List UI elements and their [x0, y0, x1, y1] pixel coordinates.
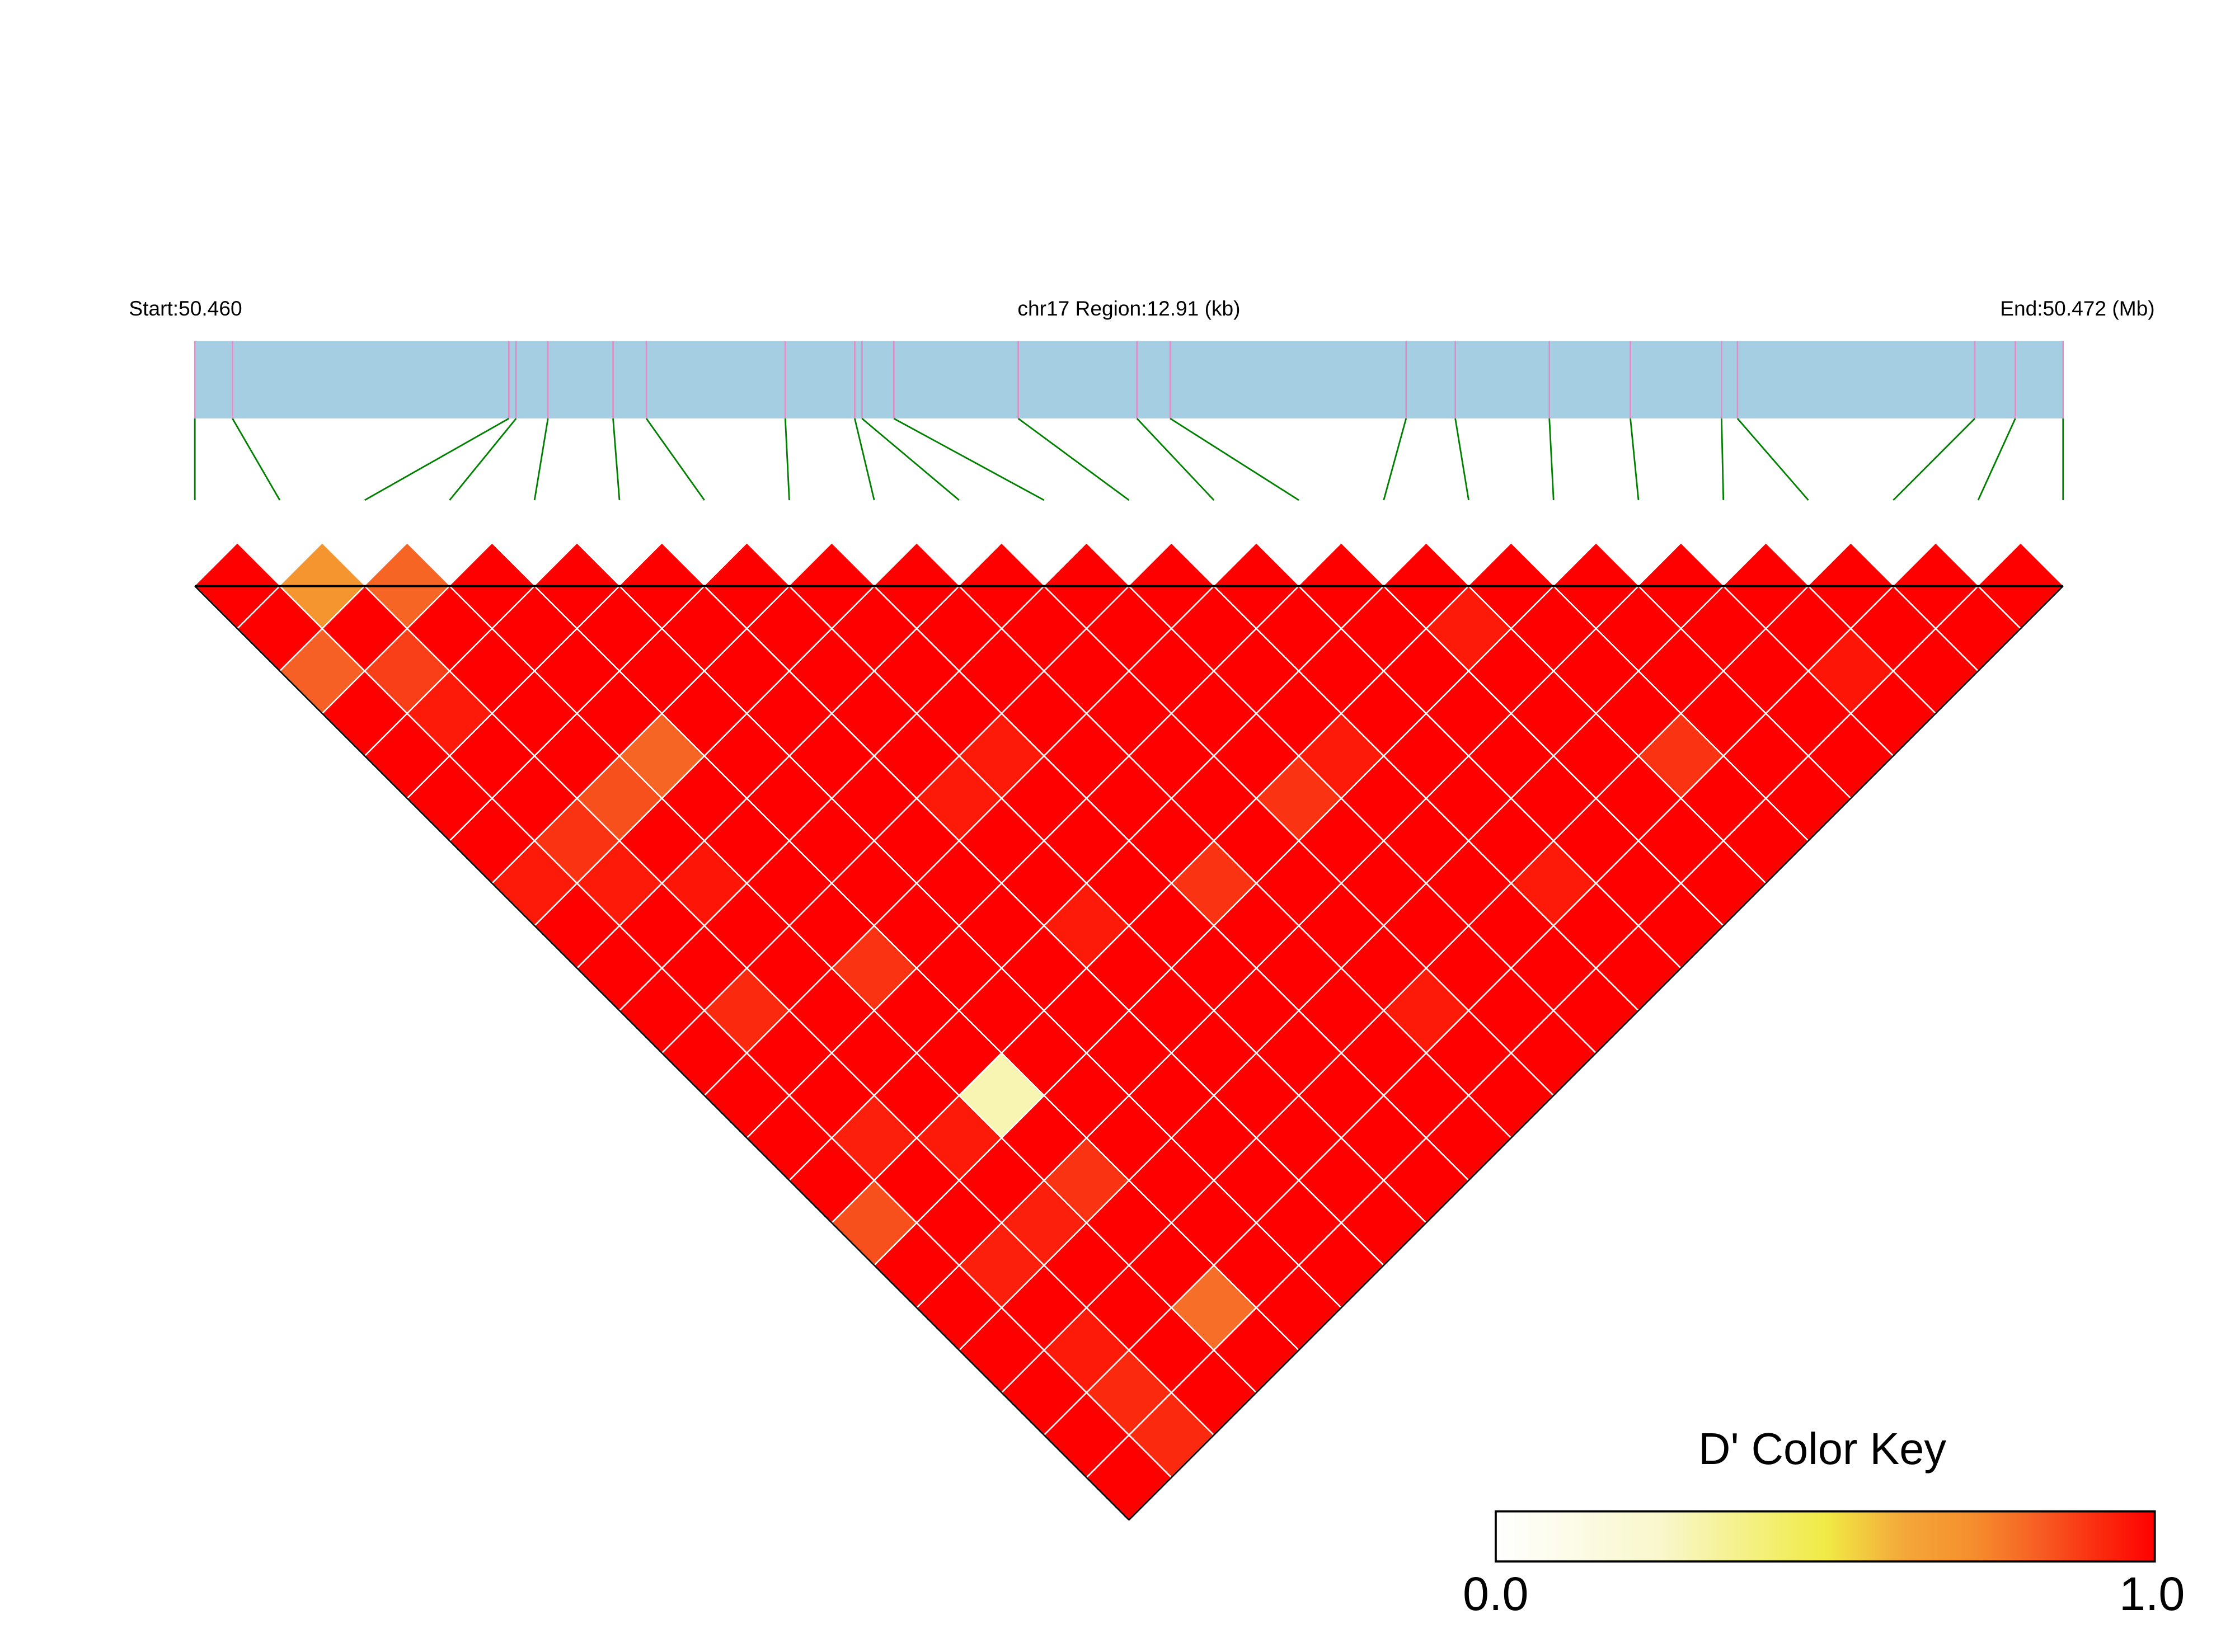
- snp-connector: [1383, 418, 1407, 501]
- color-key-gradient: [1494, 1510, 2156, 1563]
- ld-cell-top-half: [1468, 543, 1554, 586]
- ld-cell-top-half: [1383, 543, 1469, 586]
- color-key-min-label: 0.0: [1463, 1568, 1528, 1620]
- ld-cell-top-half: [1298, 543, 1384, 586]
- snp-connector: [449, 418, 517, 501]
- ld-cell-top-half: [534, 543, 619, 586]
- ld-cell-top-half: [364, 543, 450, 586]
- snp-connector: [854, 418, 875, 501]
- ld-cell-top-half: [619, 543, 705, 586]
- snp-connector: [861, 418, 960, 501]
- outline-right: [1128, 585, 2064, 1521]
- ld-cell-top-half: [195, 543, 280, 586]
- ld-cell-top-half: [874, 543, 959, 586]
- snp-connector: [1736, 418, 1809, 501]
- snp-connector: [1893, 418, 1976, 501]
- snp-connector: [1454, 418, 1469, 501]
- ld-cell-top-half: [959, 543, 1044, 586]
- color-key-max-label: 1.0: [2119, 1568, 2185, 1620]
- snp-connector: [232, 418, 281, 501]
- ld-cell-top-half: [704, 543, 790, 586]
- ld-cell-top-half: [1044, 543, 1129, 586]
- snp-connectors: [194, 417, 2064, 501]
- ld-cell-top-half: [1129, 543, 1214, 586]
- ld-cell-top-half: [1638, 543, 1724, 586]
- ld-cell-top-half: [1978, 543, 2063, 586]
- snp-connector: [784, 418, 790, 501]
- ld-cell-top-half: [789, 543, 875, 586]
- snp-connector: [1017, 417, 1130, 501]
- color-key-title: D' Color Key: [1698, 1424, 1946, 1474]
- triangle-outline: [194, 585, 2064, 1521]
- ld-cell-top-half: [1893, 543, 1979, 586]
- ld-cells: [194, 542, 2064, 1521]
- snp-connector: [364, 417, 510, 501]
- snp-connector: [612, 418, 621, 501]
- snp-connector: [893, 417, 1045, 501]
- ld-cell-top-half: [449, 543, 535, 586]
- genome-region-bar: [195, 341, 2063, 419]
- snp-connector: [1136, 418, 1215, 501]
- color-key: D' Color Key 0.0 1.0: [1463, 1424, 2185, 1620]
- snp-connector: [1630, 418, 1640, 501]
- snp-connector: [1170, 417, 1299, 501]
- snp-connector: [533, 418, 549, 501]
- region-label: chr17 Region:12.91 (kb): [1017, 296, 1240, 320]
- snp-connector: [1548, 418, 1555, 501]
- start-label: Start:50.460: [129, 296, 242, 320]
- ld-cell-top-half: [1723, 543, 1809, 586]
- end-label: End:50.472 (Mb): [2000, 296, 2154, 320]
- outline-left: [194, 585, 1130, 1521]
- ld-cell-top-half: [1553, 543, 1639, 586]
- snp-connector: [1977, 418, 2016, 501]
- snp-connector: [1721, 418, 1725, 501]
- snp-ticks: [194, 341, 2064, 419]
- ld-cell-top-half: [1808, 543, 1894, 586]
- snp-connector: [645, 418, 705, 501]
- ld-cell-top-half: [279, 543, 365, 586]
- ld-cell-top-half: [1214, 543, 1299, 586]
